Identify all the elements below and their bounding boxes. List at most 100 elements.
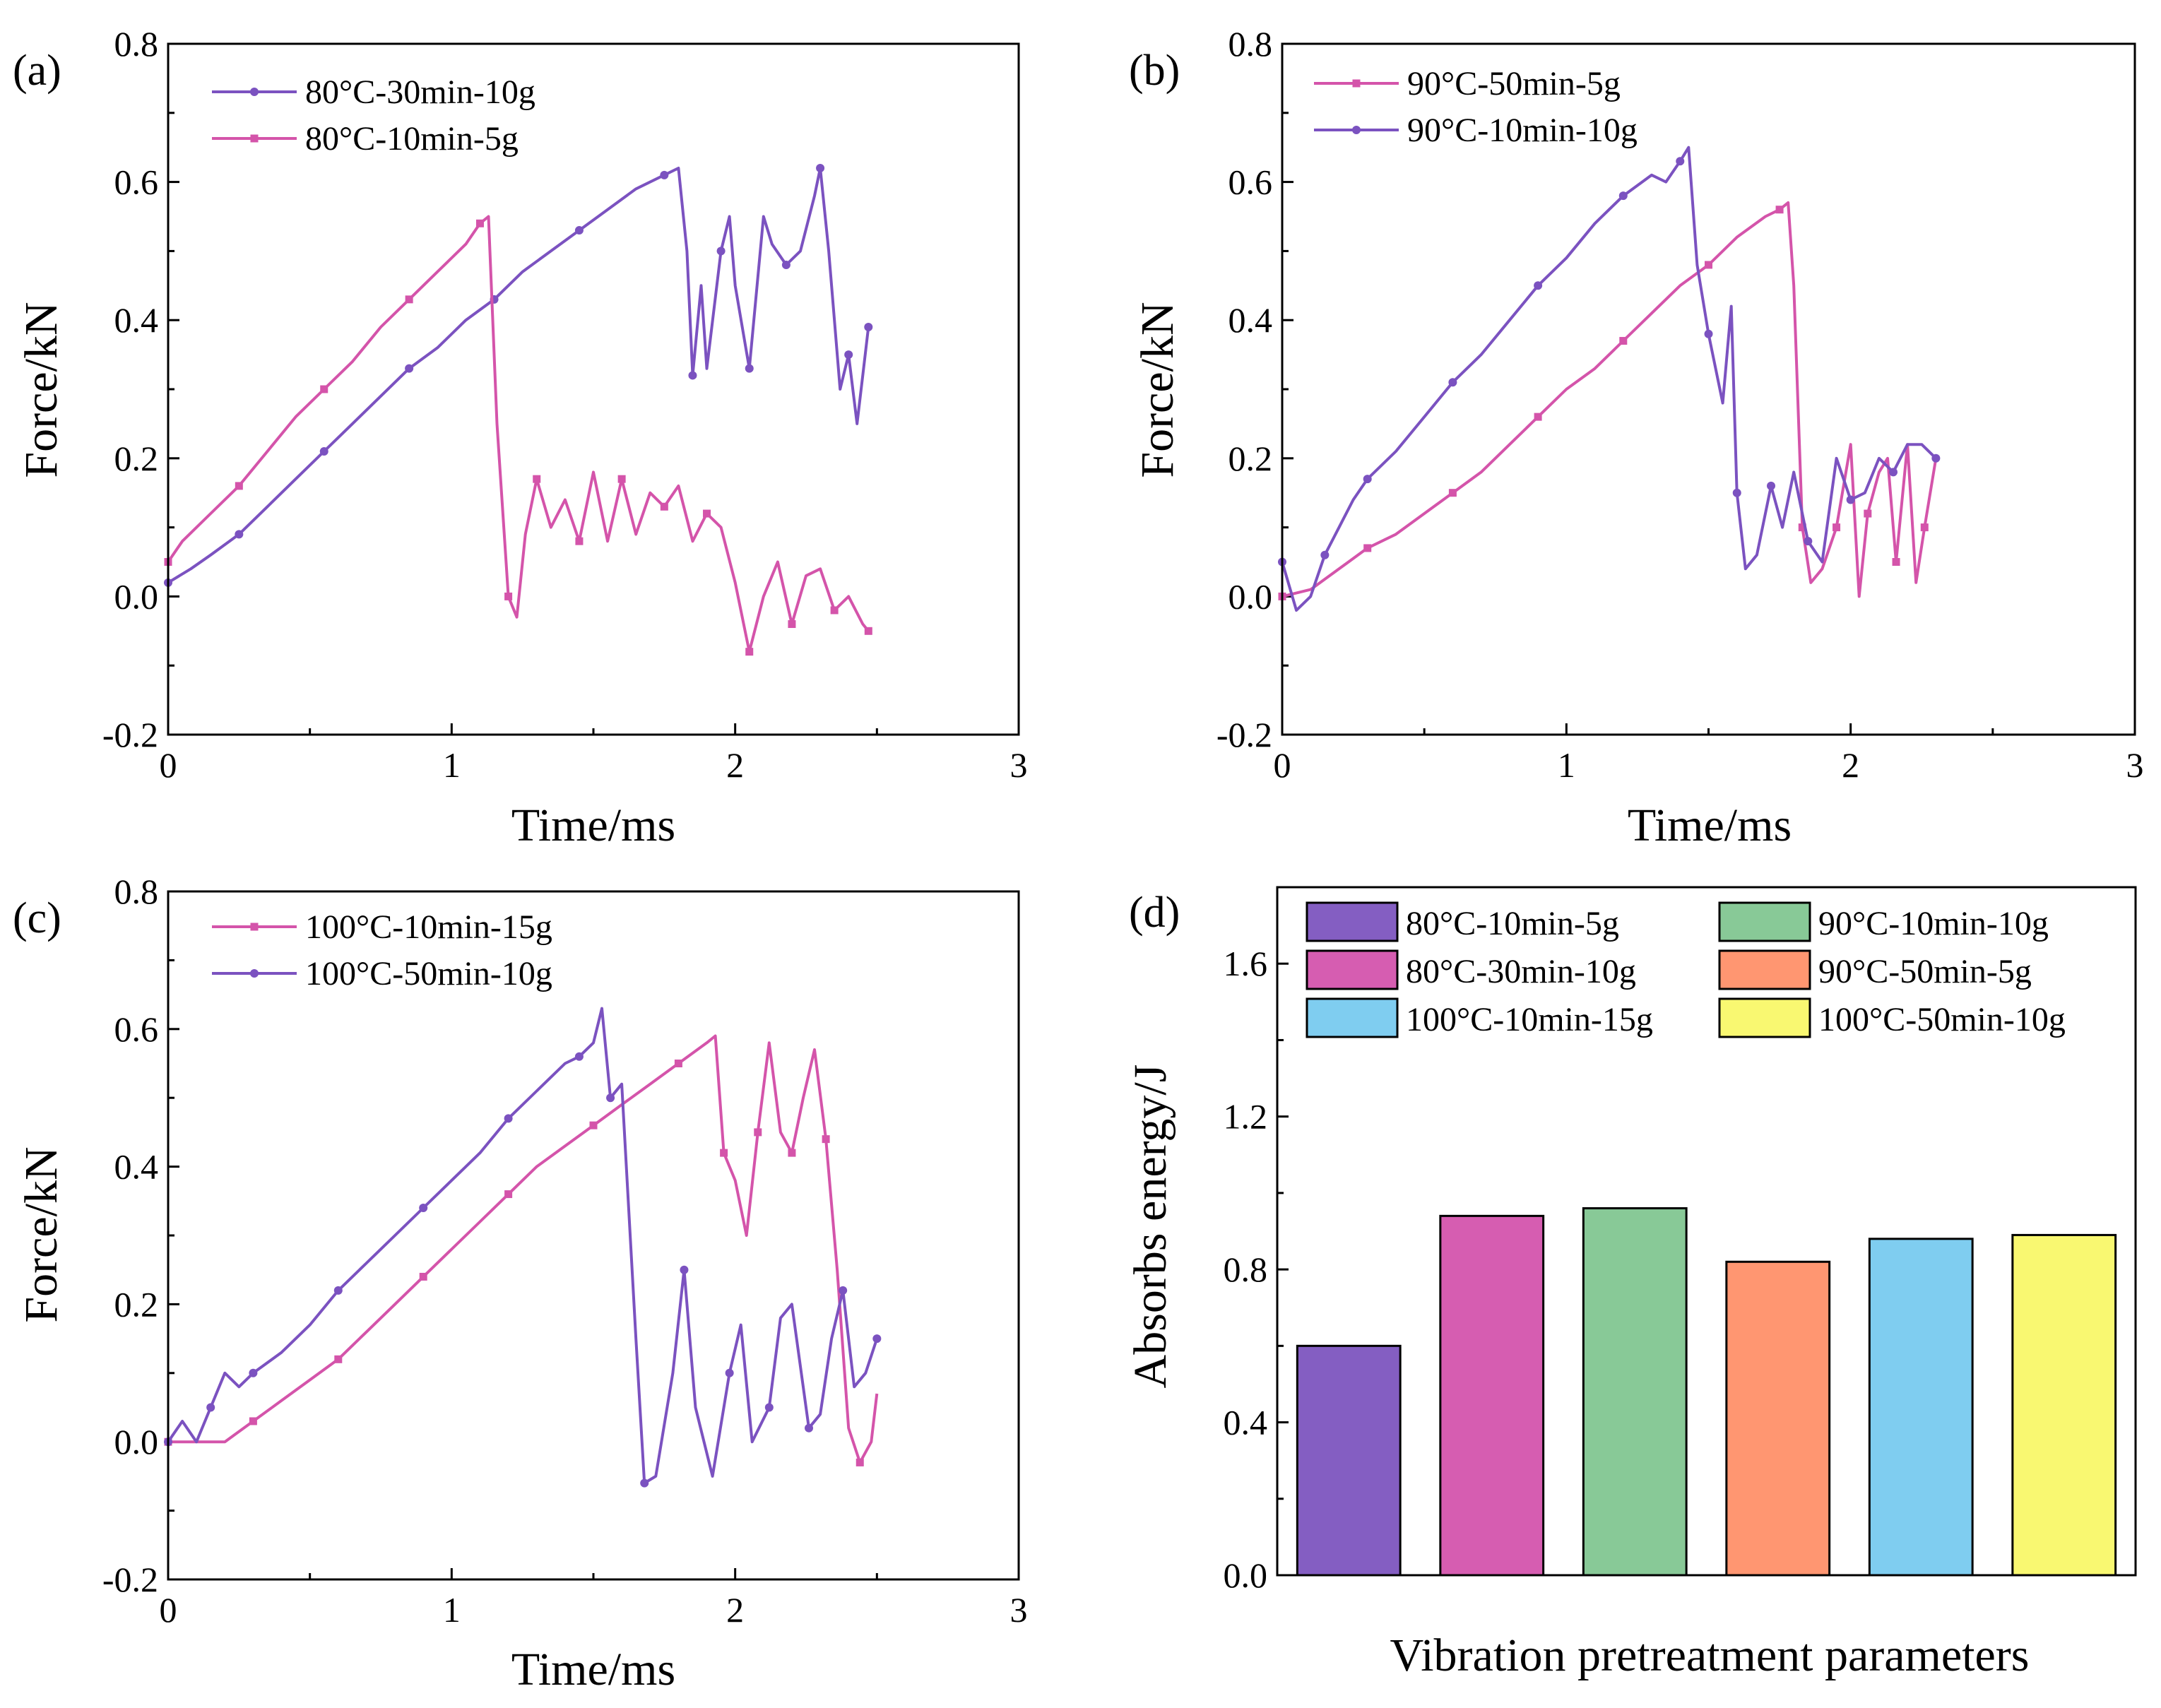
legend-marker-b-2 [1352,126,1361,134]
legend-text-d-1: 80°C-10min-5g [1406,905,1619,942]
data-point-b-2-24 [1732,488,1741,497]
data-point-a-2-18 [533,475,541,483]
data-point-a-1-21 [688,371,697,380]
legend-swatch-d-3 [1718,901,1811,942]
y-tick-label-a-0: -0.2 [102,715,158,754]
y-tick-label-c-2: 0.2 [114,1284,159,1324]
legend-item-d-3: 90°C-10min-10g [1718,901,2049,942]
axes-frame-c [167,890,1020,1581]
data-point-b-1-15 [1705,261,1712,269]
series-line-c-2 [167,1007,879,1485]
legend-marker-c-1 [250,923,259,931]
data-point-a-2-33 [745,648,754,656]
y-tick-label-a-3: 0.4 [114,300,159,340]
legend-item-c-2: 100°C-50min-10g [212,955,552,992]
legend-swatch-d-4 [1718,949,1811,990]
x-tick-label-a-3: 3 [1010,745,1028,785]
y-tick-label-c-1: 0.0 [114,1422,159,1461]
data-point-a-1-36 [844,350,853,360]
data-point-a-2-9 [405,295,413,304]
data-point-a-1-30 [781,260,791,269]
data-point-c-1-27 [788,1149,796,1157]
bar-d-3 [1582,1207,1688,1577]
series-lines-a [164,164,873,656]
data-point-b-1-27 [1864,509,1872,518]
legend-text-d-4: 90°C-50min-5g [1818,953,2032,990]
y-tick-label-b-4: 0.6 [1228,162,1273,202]
data-point-a-1-18 [660,170,669,179]
data-point-c-2-42 [872,1334,882,1344]
y-tick-label-c-3: 0.4 [114,1147,159,1187]
data-point-c-2-36 [805,1423,814,1433]
legend-item-b-2: 90°C-10min-10g [1314,112,1638,149]
legend-item-a-2: 80°C-10min-5g [212,120,519,158]
bar-d-6 [2011,1233,2117,1577]
data-point-a-2-42 [864,627,872,635]
data-point-a-2-15 [504,592,513,600]
legend-item-c-1: 100°C-10min-15g [212,908,552,946]
data-point-c-2-12 [419,1204,428,1213]
x-tick-label-c-2: 2 [726,1590,744,1630]
series-line-a-2 [167,215,870,653]
data-point-a-2-27 [660,502,668,511]
y-tick-label-c-0: -0.2 [102,1560,158,1599]
data-point-b-1-24 [1833,523,1841,532]
axes-frame-b [1281,42,2136,736]
axes-frame-a [167,42,1020,736]
data-point-a-1-39 [864,322,873,331]
legend-c: 100°C-10min-15g 100°C-50min-10g [212,908,552,992]
panel-label-b: (b) [1129,47,1180,95]
y-axis-label-a: Force/kN [16,302,67,478]
y-tick-label-a-2: 0.2 [114,439,159,478]
data-point-b-1-21 [1798,523,1806,532]
legend-marker-b-1 [1352,79,1361,88]
legend-d: 80°C-10min-5g 80°C-30min-10g 90°C-10min-… [1306,901,2066,1038]
data-point-c-1-6 [334,1355,343,1363]
data-point-c-2-6 [249,1368,258,1377]
x-tick-label-b-2: 2 [1842,745,1859,785]
y-tick-label-d-1: 0.4 [1224,1403,1268,1442]
data-point-c-2-15 [504,1114,513,1123]
legend-item-d-2: 80°C-30min-10g [1306,949,1636,990]
data-point-b-1-33 [1920,523,1929,532]
y-tick-label-b-3: 0.4 [1228,300,1273,340]
legend-marker-c-2 [250,969,259,978]
panel-label-a: (a) [13,47,61,95]
y-tick-label-a-5: 0.8 [114,24,159,64]
bar-d-4 [1725,1260,1831,1577]
data-point-a-2-30 [703,509,711,518]
data-point-c-1-18 [674,1060,682,1067]
legend-swatch-d-1 [1306,901,1399,942]
y-tick-label-b-5: 0.8 [1228,24,1273,64]
data-point-c-2-33 [764,1403,774,1412]
bar-d-5 [1868,1238,1974,1577]
data-point-b-2-27 [1767,481,1776,490]
data-point-c-1-3 [249,1417,257,1425]
series-line-a-1 [167,167,870,584]
data-point-c-2-3 [206,1403,215,1412]
data-point-a-1-3 [235,530,244,539]
data-point-b-1-12 [1619,337,1628,345]
y-tick-label-b-0: -0.2 [1216,715,1272,754]
data-point-a-1-9 [405,364,414,373]
legend-item-d-4: 90°C-50min-5g [1718,949,2032,990]
legend-a: 80°C-30min-10g 80°C-10min-5g [212,73,535,158]
x-axis-label-a: Time/ms [511,800,675,851]
data-point-b-1-6 [1448,489,1457,497]
data-point-a-1-24 [716,247,726,256]
legend-text-d-6: 100°C-50min-10g [1818,1001,2066,1038]
legend-text-b-2: 90°C-10min-10g [1407,112,1638,149]
legend-marker-a-1 [250,88,259,96]
data-point-c-2-30 [725,1368,734,1377]
legend-text-d-5: 100°C-10min-15g [1406,1001,1653,1038]
x-axis-label-b: Time/ms [1628,800,1792,851]
y-tick-label-d-2: 0.8 [1224,1250,1268,1289]
legend-text-c-1: 100°C-10min-15g [305,908,552,946]
data-point-c-2-27 [680,1265,689,1274]
data-point-b-2-12 [1534,281,1543,290]
data-point-c-1-33 [855,1458,864,1466]
x-tick-label-b-1: 1 [1558,745,1575,785]
legend-item-d-1: 80°C-10min-5g [1306,901,1619,942]
panel-b-line-chart: (b) Force/kN Time/ms -0.2 0.0 0.2 0.4 0.6 0.8… [1129,24,2144,851]
legend-swatch-d-2 [1306,949,1399,990]
